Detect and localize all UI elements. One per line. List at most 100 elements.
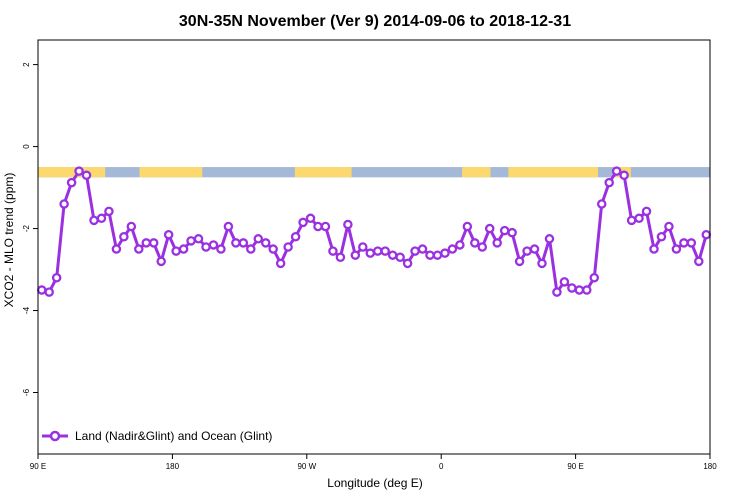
data-point <box>589 272 600 283</box>
data-point <box>365 248 376 258</box>
data-point <box>447 244 458 254</box>
ocean-strip <box>38 167 710 178</box>
data-point <box>574 285 585 295</box>
data-point <box>507 227 517 238</box>
data-point <box>81 170 92 181</box>
data-point <box>134 244 144 254</box>
data-point <box>477 242 488 252</box>
data-point <box>89 215 99 226</box>
data-point <box>432 250 443 260</box>
y-tick-label: -2 <box>22 224 31 232</box>
data-point <box>470 238 480 248</box>
data-point <box>694 256 704 267</box>
data-point <box>320 221 331 232</box>
data-point <box>268 244 278 254</box>
data-point <box>51 272 62 283</box>
data-point <box>328 246 338 256</box>
data-point <box>74 166 84 176</box>
data-point <box>59 199 69 209</box>
data-point <box>701 229 712 240</box>
data-point <box>156 256 166 267</box>
chart-title: 30N-35N November (Ver 9) 2014-09-06 to 2… <box>179 13 571 30</box>
data-point <box>522 246 532 256</box>
data-point <box>283 242 293 252</box>
data-point <box>552 287 562 297</box>
data-point <box>253 234 264 244</box>
data-point <box>96 213 107 224</box>
data-point <box>335 252 346 262</box>
data-point <box>275 258 286 269</box>
data-point <box>208 240 219 250</box>
data-point <box>305 213 316 224</box>
data-point <box>238 238 249 248</box>
data-point <box>178 244 189 254</box>
y-tick-label: -6 <box>22 388 31 396</box>
data-point <box>44 287 54 297</box>
data-point <box>604 177 614 188</box>
data-point <box>126 221 137 232</box>
data-point <box>104 206 114 217</box>
data-point <box>148 238 159 248</box>
x-tick-label: 90 E <box>567 462 583 471</box>
data-point <box>559 277 570 287</box>
legend-marker <box>49 430 61 442</box>
data-point <box>686 238 697 248</box>
plot-frame <box>37 39 711 455</box>
data-point <box>313 221 323 232</box>
x-axis-label: Longitude (deg E) <box>327 476 422 490</box>
data-point <box>350 250 361 260</box>
x-tick-label: 180 <box>166 462 180 471</box>
x-tick-label: 180 <box>703 462 717 471</box>
x-tick-label: 0 <box>439 462 444 471</box>
land-strip-segment <box>38 167 106 178</box>
data-point <box>596 199 607 209</box>
legend-label: Land (Nadir&Glint) and Ocean (Glint) <box>75 429 272 443</box>
land-strip-segment <box>508 167 598 178</box>
data-point <box>619 170 629 181</box>
data-point <box>664 221 674 232</box>
data-point <box>223 221 234 232</box>
data-point <box>529 244 540 254</box>
data-point <box>402 258 413 269</box>
data-point <box>358 242 368 252</box>
data-point <box>492 238 502 248</box>
data-point <box>163 229 174 240</box>
data-point <box>193 234 204 244</box>
data-point <box>141 238 152 248</box>
y-tick-label: -4 <box>22 306 31 314</box>
land-ocean-strip <box>38 167 710 178</box>
data-point <box>544 234 555 244</box>
data-point <box>186 236 196 246</box>
data-point <box>417 244 428 254</box>
y-axis: 2 0 -2 -4 -6 <box>22 62 38 396</box>
data-point <box>499 225 510 236</box>
y-tick-label: 2 <box>22 62 31 67</box>
data-point <box>679 238 689 248</box>
data-point <box>582 285 592 295</box>
data-point <box>246 244 256 254</box>
series-line <box>41 169 708 294</box>
y-tick-label: 0 <box>22 144 31 149</box>
data-point <box>395 252 405 262</box>
data-point <box>611 166 622 176</box>
data-point <box>537 258 547 269</box>
land-strip-segment <box>462 167 491 178</box>
data-point <box>455 240 465 250</box>
data-point <box>649 244 659 254</box>
land-strip-segment <box>294 167 352 178</box>
data-point <box>372 246 383 256</box>
data-point <box>216 244 226 254</box>
data-point <box>425 250 435 260</box>
data-point <box>119 232 129 242</box>
data-point <box>440 248 450 258</box>
data-point <box>111 244 122 254</box>
data-point <box>462 221 473 232</box>
data-point <box>656 232 667 242</box>
data-point <box>626 215 637 226</box>
data-point <box>260 238 271 248</box>
data-point <box>514 256 525 267</box>
data-point <box>484 223 495 234</box>
land-strip-segment <box>139 167 203 178</box>
x-tick-label: 90 E <box>30 462 46 471</box>
